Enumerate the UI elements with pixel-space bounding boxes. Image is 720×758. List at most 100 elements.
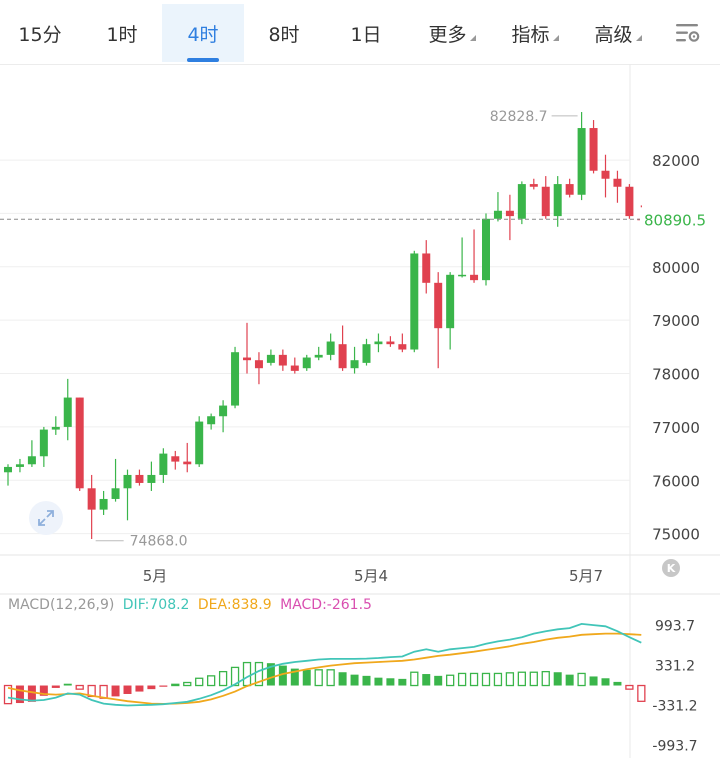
macd-histogram-bar bbox=[63, 683, 72, 686]
candle-body bbox=[183, 461, 192, 465]
expand-arrows-icon[interactable] bbox=[29, 501, 63, 535]
candle-body bbox=[290, 365, 299, 371]
candle-body bbox=[243, 357, 251, 361]
macd-histogram-bar bbox=[517, 671, 526, 687]
candle-body bbox=[577, 128, 586, 195]
dropdown-corner-icon bbox=[635, 35, 642, 41]
macd-histogram-bar bbox=[278, 665, 287, 686]
macd-tick-label: 331.2 bbox=[655, 659, 695, 675]
candle-body bbox=[613, 178, 622, 187]
dif-value: DIF:708.2 bbox=[122, 597, 190, 613]
tab-label: 指标 bbox=[511, 23, 550, 46]
macd-histogram-bar bbox=[410, 671, 419, 687]
macd-histogram-bar bbox=[553, 672, 562, 686]
macd-histogram-bar bbox=[147, 685, 156, 690]
macd-histogram-bar bbox=[230, 666, 240, 687]
candle-body bbox=[123, 474, 132, 489]
candle-body bbox=[529, 184, 538, 187]
tab-indicators[interactable]: 指标 bbox=[495, 4, 575, 62]
tab-1h[interactable]: 1时 bbox=[82, 4, 162, 62]
candle-body bbox=[39, 429, 48, 457]
candle-body bbox=[302, 357, 311, 369]
macd-histogram-bar bbox=[27, 685, 36, 702]
candle-body bbox=[470, 274, 479, 281]
candlestick-chart[interactable]: 8200081000800007900078000770007600075000… bbox=[0, 64, 720, 758]
last-price-badge bbox=[640, 207, 720, 232]
candle-body bbox=[51, 426, 60, 430]
tab-8h[interactable]: 8时 bbox=[244, 4, 324, 62]
tab-15m[interactable]: 15分 bbox=[0, 4, 80, 62]
candle-body bbox=[482, 218, 490, 281]
price-tick-label: 75000 bbox=[652, 526, 700, 544]
tab-advanced[interactable]: 高级 bbox=[578, 4, 658, 62]
macd-histogram-bar bbox=[206, 675, 216, 687]
price-tick-label: 76000 bbox=[652, 472, 700, 490]
macd-histogram-bar bbox=[254, 661, 264, 687]
candle-body bbox=[147, 474, 156, 483]
macd-histogram-bar bbox=[15, 685, 24, 704]
tab-more[interactable]: 更多 bbox=[412, 4, 492, 62]
k-badge[interactable]: K bbox=[662, 559, 680, 577]
tab-label: 更多 bbox=[428, 23, 467, 46]
tab-1d[interactable]: 1日 bbox=[326, 4, 406, 62]
candle-body bbox=[159, 453, 168, 475]
macd-histogram-bar bbox=[242, 661, 252, 687]
macd-histogram-bar bbox=[314, 669, 323, 687]
candle-body bbox=[231, 352, 240, 406]
settings-sliders-icon[interactable] bbox=[664, 4, 712, 62]
macd-tick-label: -331.2 bbox=[652, 699, 697, 715]
macd-params: MACD(12,26,9) bbox=[8, 597, 115, 613]
tab-label: 1时 bbox=[106, 23, 138, 46]
price-tick-label: 82000 bbox=[652, 152, 700, 170]
candle-body bbox=[4, 466, 12, 473]
period-tab-bar: 15分 1时 4时 8时 1日 更多 指标 高级 bbox=[0, 0, 720, 65]
candle-body bbox=[434, 282, 443, 329]
macd-histogram-bar bbox=[386, 678, 395, 686]
macd-histogram-bar bbox=[493, 672, 503, 687]
tab-label: 高级 bbox=[594, 23, 633, 46]
macd-histogram-bar bbox=[3, 684, 13, 705]
macd-histogram-bar bbox=[111, 685, 120, 697]
macd-histogram-bar bbox=[266, 663, 275, 686]
price-tick-label: 79000 bbox=[652, 312, 700, 330]
macd-histogram-bar bbox=[39, 685, 48, 696]
high-price-label: 82828.7 bbox=[490, 109, 548, 125]
macd-histogram-bar bbox=[350, 674, 359, 686]
macd-histogram-bar bbox=[338, 672, 347, 686]
candle-body bbox=[326, 341, 335, 355]
candle-body bbox=[541, 186, 550, 217]
settings-sliders-icon-svg bbox=[676, 24, 700, 42]
macd-histogram-bar bbox=[625, 684, 634, 690]
candle-body bbox=[338, 344, 347, 369]
candle-body bbox=[99, 498, 108, 510]
macd-histogram-bar bbox=[589, 676, 598, 686]
candle-body bbox=[589, 128, 598, 171]
candle-body bbox=[254, 360, 263, 369]
candle-body bbox=[63, 397, 72, 427]
date-label: 5月7 bbox=[569, 567, 603, 585]
macd-histogram-bar bbox=[290, 668, 299, 686]
candle-body bbox=[15, 464, 24, 467]
tab-4h[interactable]: 4时 bbox=[162, 4, 244, 62]
low-price-label: 74868.0 bbox=[130, 534, 188, 550]
macd-histogram-bar bbox=[505, 672, 515, 687]
candle-body bbox=[386, 341, 395, 345]
macd-histogram-bar bbox=[469, 672, 479, 687]
candle-body bbox=[398, 344, 407, 350]
dif-line bbox=[7, 622, 642, 707]
macd-histogram-bar bbox=[135, 685, 144, 692]
macd-histogram-bar bbox=[529, 671, 538, 687]
macd-histogram-bar bbox=[601, 678, 610, 686]
dropdown-corner-icon bbox=[552, 35, 559, 41]
candle-body bbox=[266, 354, 275, 363]
macd-histogram-bar bbox=[445, 674, 455, 687]
macd-histogram-bar bbox=[51, 685, 60, 688]
macd-histogram-bar bbox=[99, 684, 108, 699]
macd-tick-label: 993.7 bbox=[655, 619, 695, 635]
macd-histogram-bar bbox=[541, 670, 550, 687]
tab-label: 1日 bbox=[350, 23, 382, 46]
macd-histogram-bar bbox=[613, 681, 622, 686]
price-tick-label: 80000 bbox=[652, 259, 700, 277]
candle-body bbox=[75, 397, 84, 489]
macd-histogram-bar bbox=[457, 672, 467, 687]
